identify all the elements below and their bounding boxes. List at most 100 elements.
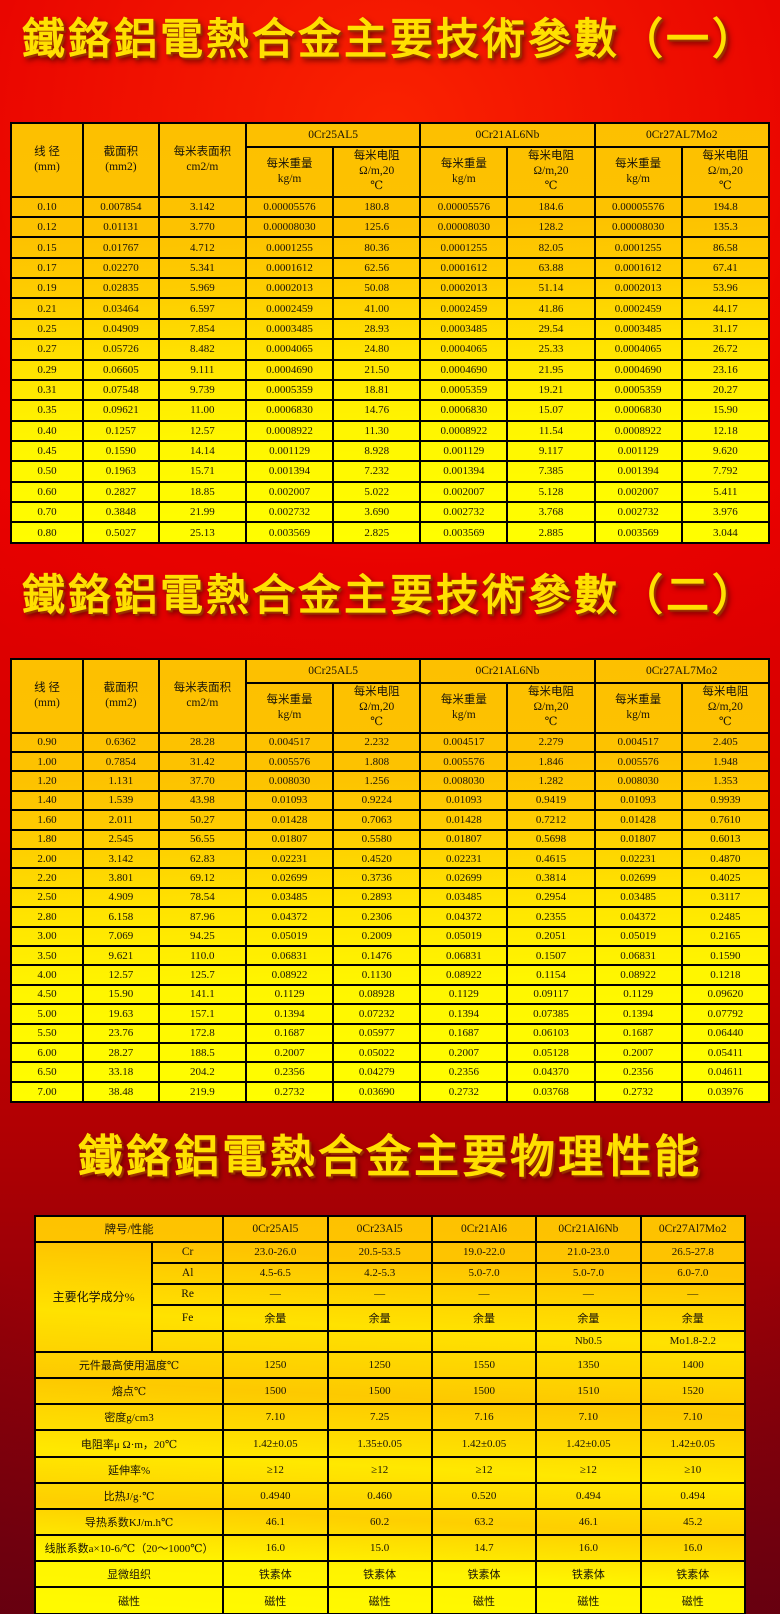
table-cell: 5.022 <box>332 480 422 503</box>
table-row: 电阻率μ Ω·m，20℃ 1.42±0.05 1.35±0.05 1.42±0.05 1… <box>33 1429 747 1458</box>
row-header-cell: 熔点℃ <box>33 1377 225 1406</box>
table-cell: 0.04372 <box>419 906 509 928</box>
table-cell: 3.044 <box>680 521 771 544</box>
table-cell: 38.48 <box>82 1080 160 1103</box>
tech-params-table-1: 线 径 (mm) 截面积 (mm2) 每米表面积 cm2/m 0Cr25AL5 … <box>10 121 771 544</box>
table-cell: 余量 <box>430 1303 538 1332</box>
table-cell: 28.28 <box>157 731 247 753</box>
table-cell: 0.001394 <box>244 460 335 483</box>
row-header-cell: 1.00 <box>10 750 84 773</box>
table-cell: 0.08928 <box>332 983 422 1006</box>
table-cell: 0.004517 <box>419 731 509 753</box>
table-cell: 0.0003485 <box>244 317 335 341</box>
table-cell: 0.2485 <box>680 906 771 928</box>
table-cell: 0.7212 <box>506 809 596 831</box>
table-cell: 0.2893 <box>332 886 422 909</box>
table-cell: 0.2827 <box>82 480 160 503</box>
table-cell: 15.07 <box>506 399 596 422</box>
table-cell: 1.42±0.05 <box>430 1429 538 1458</box>
row-header-cell: 7.00 <box>10 1080 84 1103</box>
table-cell: 余量 <box>222 1303 329 1332</box>
row-header-cell: 0.35 <box>10 399 84 422</box>
table-cell: 0.0004690 <box>593 358 683 381</box>
table-row: 6.50 33.18 204.2 0.2356 0.04279 0.2356 0.04370… <box>10 1061 771 1083</box>
table-cell: 1.539 <box>82 789 160 812</box>
table-cell: 0.1687 <box>593 1022 683 1045</box>
table-cell <box>222 1329 329 1353</box>
table-row: 5.50 23.76 172.8 0.1687 0.05977 0.1687 0.06103… <box>10 1022 771 1045</box>
table-cell: 0.01807 <box>244 828 335 850</box>
table-cell: 0.05019 <box>244 925 335 947</box>
table-row: 比热J/g·℃ 0.4940 0.460 0.520 0.494 0.494 <box>33 1481 747 1510</box>
table-row: 1.40 1.539 43.98 0.01093 0.9224 0.01093 0.9419… <box>10 789 771 812</box>
table-cell: 18.85 <box>157 480 247 503</box>
table-cell: 2.885 <box>506 521 596 544</box>
table-cell: 0.0002013 <box>593 277 683 300</box>
table-cell: 0.03976 <box>680 1080 771 1103</box>
table-row: 5.00 19.63 157.1 0.1394 0.07232 0.1394 0.07385… <box>10 1003 771 1025</box>
row-header-cell: 6.50 <box>10 1061 84 1083</box>
table-cell: 0.09621 <box>82 399 160 422</box>
table-cell: 0.003569 <box>419 521 509 544</box>
table-cell: 1.256 <box>332 770 422 792</box>
table-cell: 0.4940 <box>222 1481 329 1510</box>
table-cell: 0.002732 <box>593 500 683 524</box>
table-cell: 0.05128 <box>506 1041 596 1064</box>
table-cell: — <box>326 1282 433 1306</box>
table-cell: 0.6362 <box>82 731 160 753</box>
table-cell: 1.948 <box>680 750 771 773</box>
table-cell: 0.5698 <box>506 828 596 850</box>
table-cell: — <box>639 1282 747 1306</box>
col-header-weight: 每米重量 kg/m <box>419 681 509 734</box>
table-cell: 0.03485 <box>419 886 509 909</box>
table-row: 0.15 0.01767 4.712 0.0001255 80.36 0.0001255 8… <box>10 236 771 259</box>
table-row: 线胀系数a×10-6/℃（20～1000℃） 16.0 15.0 14.7 16.0 16… <box>33 1534 747 1563</box>
table-cell: 5.341 <box>157 256 247 280</box>
table-cell: 26.72 <box>680 338 771 361</box>
row-header-cell: 0.17 <box>10 256 84 280</box>
table-cell: 0.07548 <box>82 378 160 402</box>
row-header-cell: 元件最高使用温度℃ <box>33 1350 225 1380</box>
table-cell: 0.07232 <box>332 1003 422 1025</box>
table-cell: 0.05411 <box>680 1041 771 1064</box>
table-row: 0.21 0.03464 6.597 0.0002459 41.00 0.0002459 4… <box>10 297 771 320</box>
table-cell: 33.18 <box>82 1061 160 1083</box>
table-cell: 21.99 <box>157 500 247 524</box>
table-cell: 0.0002459 <box>593 297 683 320</box>
table-cell: 23.76 <box>82 1022 160 1045</box>
table-cell: 0.06440 <box>680 1022 771 1045</box>
table-cell: 0.002007 <box>419 480 509 503</box>
table-cell: 2.405 <box>680 731 771 753</box>
col-header-weight: 每米重量 kg/m <box>593 681 683 734</box>
grade-header-0Cr27AL7Mo2: 0Cr27AL7Mo2 <box>593 121 771 148</box>
row-header-cell: 0.12 <box>10 216 84 239</box>
table-cell: 3.768 <box>506 500 596 524</box>
table-cell: 7.385 <box>506 460 596 483</box>
table-cell: 0.01093 <box>419 789 509 812</box>
table-cell: 5.128 <box>506 480 596 503</box>
table-cell: 0.3814 <box>506 867 596 889</box>
table-cell: 0.07792 <box>680 1003 771 1025</box>
tech-params-table-2: 线 径 (mm) 截面积 (mm2) 每米表面积 cm2/m 0Cr25AL5 … <box>10 657 771 1103</box>
row-header-cell: 线胀系数a×10-6/℃（20～1000℃） <box>33 1534 225 1563</box>
table-cell: 1500 <box>430 1377 538 1406</box>
table-cell: 0.001129 <box>593 439 683 463</box>
table-cell: 20.27 <box>680 378 771 402</box>
table-cell: 0.0002459 <box>244 297 335 320</box>
table-row: 0.12 0.01131 3.770 0.00008030 125.6 0.0000803… <box>10 216 771 239</box>
table-cell: 7.10 <box>222 1403 329 1432</box>
table-cell: Nb0.5 <box>535 1329 642 1353</box>
table-cell: 0.08922 <box>419 964 509 986</box>
table-cell: 0.001394 <box>593 460 683 483</box>
table-cell: 0.02231 <box>593 847 683 870</box>
table-cell: 50.08 <box>332 277 422 300</box>
table-cell: 0.2007 <box>593 1041 683 1064</box>
table-cell: 0.03485 <box>244 886 335 909</box>
row-header-cell: 0.40 <box>10 419 84 442</box>
row-header-cell: 0.19 <box>10 277 84 300</box>
table-cell: 5.969 <box>157 277 247 300</box>
table-cell: 0.0004065 <box>419 338 509 361</box>
table-cell: 0.2165 <box>680 925 771 947</box>
table-cell: 46.1 <box>222 1507 329 1537</box>
